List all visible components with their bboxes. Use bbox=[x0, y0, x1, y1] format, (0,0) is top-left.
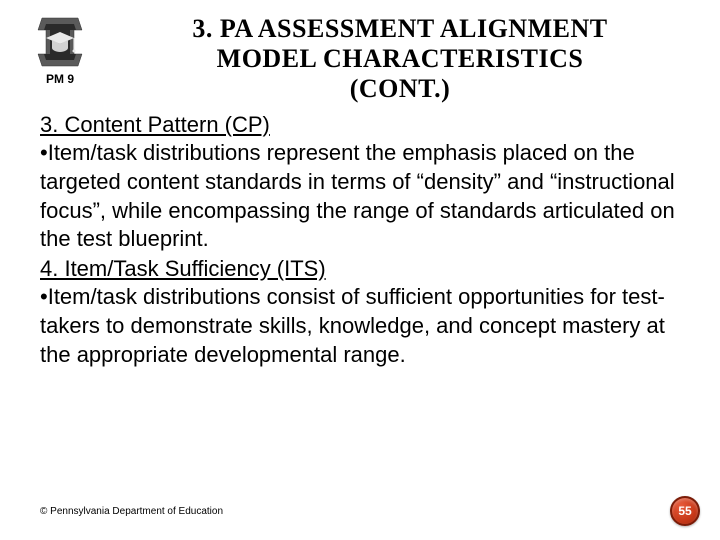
section-2-bullet: •Item/task distributions consist of suff… bbox=[40, 283, 680, 369]
pm-label: PM 9 bbox=[46, 72, 74, 86]
slide-header: PM 9 3. PA ASSESSMENT ALIGNMENT MODEL CH… bbox=[0, 0, 720, 104]
bullet-icon: • bbox=[40, 284, 48, 309]
section-1-text: Item/task distributions represent the em… bbox=[40, 140, 675, 251]
logo-block: PM 9 bbox=[20, 10, 100, 86]
section-2-text: Item/task distributions consist of suffi… bbox=[40, 284, 665, 366]
title-line-2: MODEL CHARACTERISTICS bbox=[217, 44, 584, 73]
slide-number: 55 bbox=[678, 504, 691, 518]
slide-content: 3. Content Pattern (CP) •Item/task distr… bbox=[0, 104, 720, 370]
title-cont: (CONT.) bbox=[350, 74, 451, 103]
section-2-heading: 4. Item/Task Sufficiency (ITS) bbox=[40, 254, 680, 284]
title-line-1: 3. PA ASSESSMENT ALIGNMENT bbox=[192, 14, 607, 43]
slide-title: 3. PA ASSESSMENT ALIGNMENT MODEL CHARACT… bbox=[100, 10, 700, 104]
section-1-bullet: •Item/task distributions represent the e… bbox=[40, 139, 680, 253]
bullet-icon: • bbox=[40, 140, 48, 165]
copyright-text: © Pennsylvania Department of Education bbox=[40, 506, 223, 517]
keystone-logo-icon bbox=[30, 10, 90, 70]
section-1-heading: 3. Content Pattern (CP) bbox=[40, 110, 680, 140]
slide-footer: © Pennsylvania Department of Education 5… bbox=[40, 496, 700, 526]
slide-number-badge: 55 bbox=[670, 496, 700, 526]
